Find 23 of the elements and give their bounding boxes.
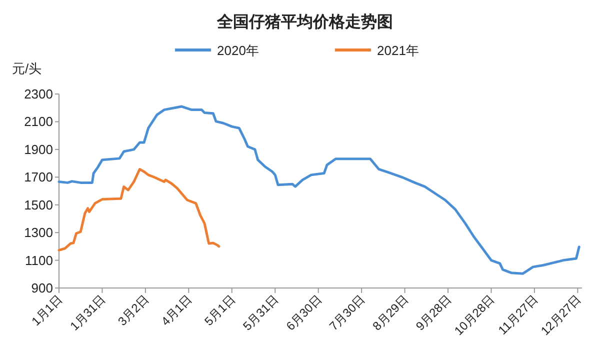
legend-label: 2020年: [217, 43, 259, 58]
y-tick-label: 1300: [24, 225, 53, 240]
y-tick-label: 1500: [24, 197, 53, 212]
y-tick-label: 1900: [24, 142, 53, 157]
x-tick-label: 1月31日: [67, 292, 108, 334]
x-tick-label: 12月27日: [538, 292, 584, 338]
chart-title: 全国仔猪平均价格走势图: [216, 13, 393, 31]
x-tick-label: 4月1日: [158, 292, 195, 329]
x-tick-label: 9月28日: [413, 292, 454, 334]
x-tick-label: 11月27日: [495, 292, 541, 338]
legend-label: 2021年: [377, 43, 419, 58]
y-axis-title: 元/头: [12, 61, 42, 76]
x-tick-label: 7月30日: [326, 292, 368, 334]
x-tick-label: 5月1日: [202, 292, 238, 329]
y-tick-label: 2100: [24, 114, 53, 130]
x-tick-label: 8月29日: [370, 292, 411, 334]
x-tick-label: 3月2日: [115, 292, 152, 329]
y-tick-label: 1100: [25, 252, 53, 268]
y-tick-label: 2300: [24, 86, 53, 102]
x-tick-label: 5月31日: [240, 292, 282, 334]
x-tick-label: 6月30日: [283, 292, 324, 334]
x-tick-label: 10月28日: [452, 292, 498, 338]
y-tick-label: 1700: [24, 170, 53, 185]
